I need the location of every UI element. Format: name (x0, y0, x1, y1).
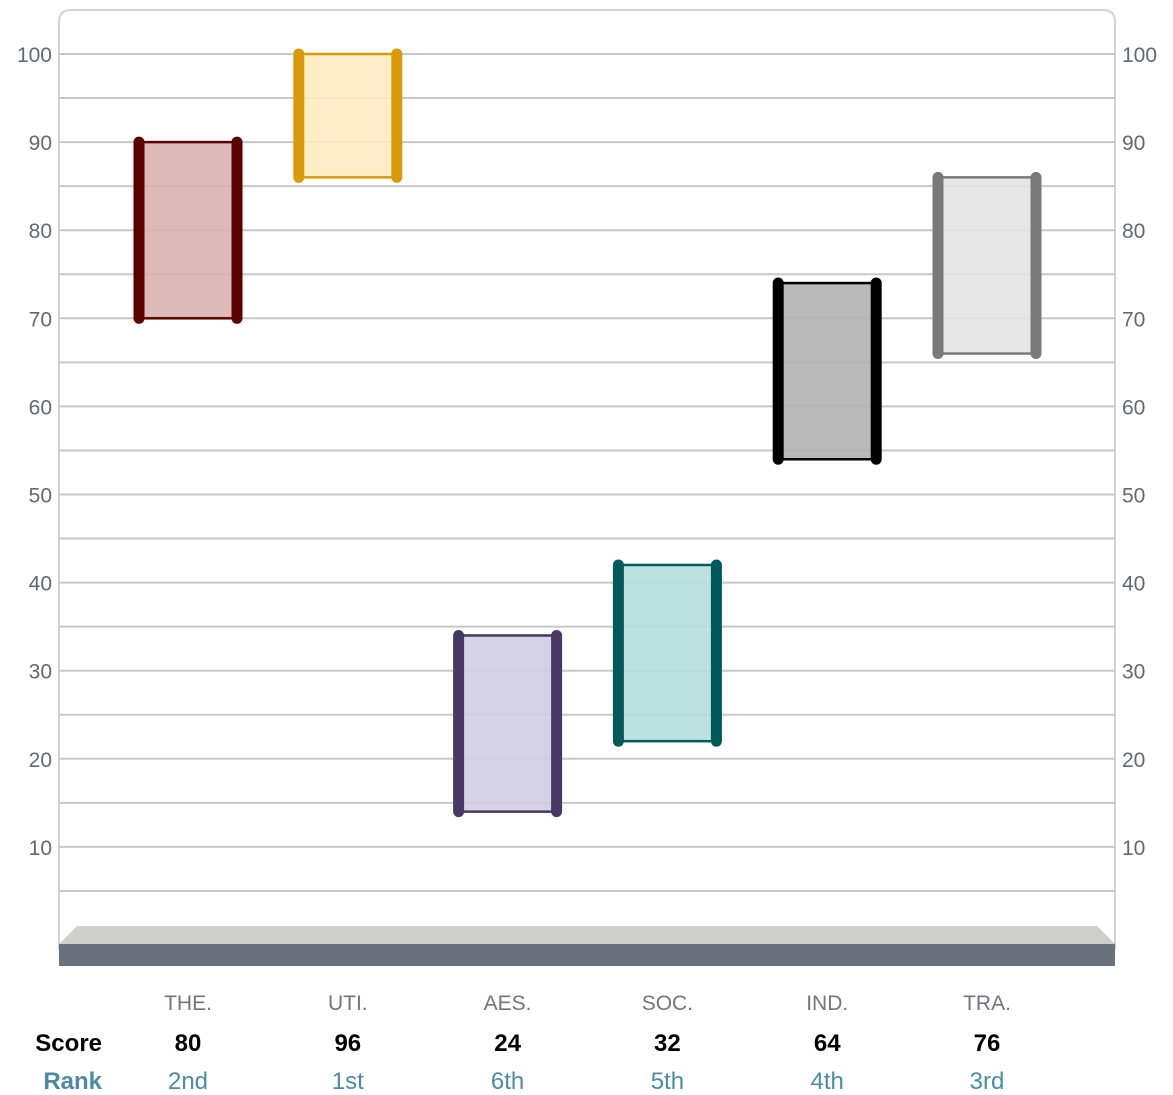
y-tick-label-left: 50 (29, 485, 52, 508)
category-label: UTI. (328, 992, 368, 1015)
score-row-title: Score (35, 1030, 102, 1057)
score-value: 24 (494, 1030, 521, 1057)
y-tick-label-right: 100 (1122, 44, 1157, 67)
y-tick-label-left: 100 (17, 44, 52, 67)
range-bar-body (936, 176, 1038, 355)
category-label: SOC. (642, 992, 693, 1015)
range-bar-aes (453, 629, 563, 818)
score-value: 64 (814, 1030, 841, 1057)
range-bar-tra (932, 171, 1042, 360)
score-value: 32 (654, 1030, 681, 1057)
range-bar-soc (612, 559, 722, 747)
range-bar-uti (293, 48, 403, 183)
score-value: 76 (974, 1030, 1001, 1057)
category-label: IND. (806, 992, 848, 1015)
range-bar-body (776, 281, 878, 461)
category-label: THE. (164, 992, 212, 1015)
y-tick-label-right: 80 (1122, 220, 1145, 243)
y-tick-label-left: 10 (29, 837, 52, 860)
rank-row-title: Rank (43, 1068, 102, 1095)
rank-value: 2nd (168, 1068, 208, 1095)
y-tick-label-left: 20 (29, 749, 52, 772)
y-tick-label-right: 30 (1122, 661, 1145, 684)
range-bar-body (137, 140, 239, 320)
range-bar-body (617, 563, 718, 743)
y-tick-label-right: 10 (1122, 837, 1145, 860)
y-tick-label-left: 70 (29, 308, 52, 331)
category-label: AES. (484, 992, 532, 1015)
range-bar-the (133, 136, 243, 324)
rank-value: 4th (811, 1068, 844, 1095)
rank-value: 5th (651, 1068, 684, 1095)
plot-frame (58, 9, 1116, 950)
range-bar-body (457, 634, 558, 813)
score-value: 80 (175, 1030, 202, 1057)
y-tick-label-right: 40 (1122, 573, 1145, 596)
y-tick-label-right: 90 (1122, 132, 1145, 155)
base-front (59, 944, 1115, 966)
y-tick-label-left: 90 (29, 132, 52, 155)
rank-value: 6th (491, 1068, 524, 1095)
range-bar-body (297, 52, 399, 179)
rank-value: 3rd (970, 1068, 1005, 1095)
range-bar-ind (772, 277, 882, 465)
y-tick-label-right: 20 (1122, 749, 1145, 772)
y-tick-label-right: 60 (1122, 396, 1145, 419)
rank-value: 1st (332, 1068, 364, 1095)
y-tick-label-left: 80 (29, 220, 52, 243)
score-value: 96 (334, 1030, 361, 1057)
y-tick-label-right: 70 (1122, 308, 1145, 331)
base-top (59, 926, 1115, 944)
y-tick-label-right: 50 (1122, 485, 1145, 508)
y-tick-label-left: 40 (29, 573, 52, 596)
y-tick-label-left: 30 (29, 661, 52, 684)
category-label: TRA. (963, 992, 1011, 1015)
y-tick-label-left: 60 (29, 396, 52, 419)
